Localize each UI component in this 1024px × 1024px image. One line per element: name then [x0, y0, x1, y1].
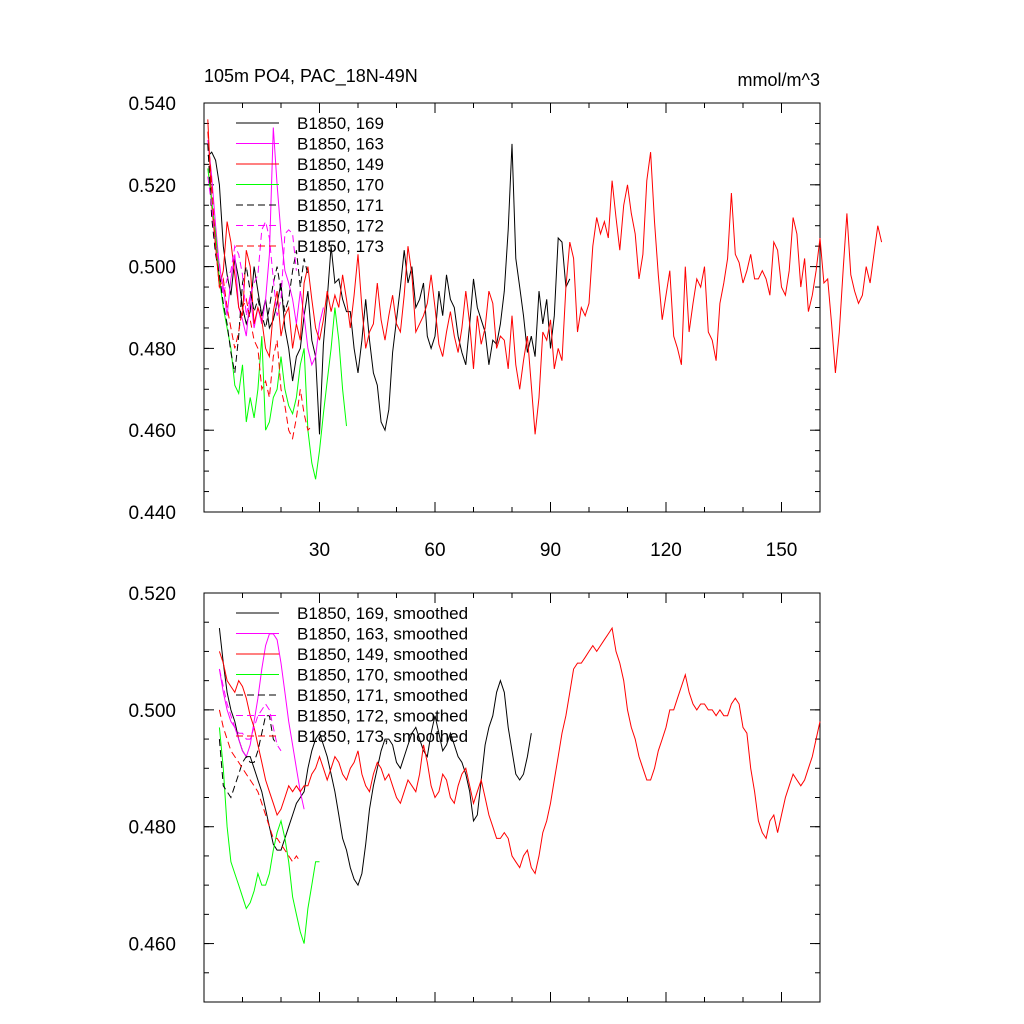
y-tick-label: 0.440: [128, 503, 176, 524]
legend-label: B1850, 169, smoothed: [297, 604, 468, 623]
top-panel-title: 105m PO4, PAC_18N-49N: [204, 66, 418, 87]
legend-label: B1850, 171: [297, 196, 384, 215]
series-line: [218, 633, 305, 810]
y-tick-label: 0.460: [128, 935, 176, 956]
legend-label: B1850, 172: [297, 217, 384, 236]
series-line: [207, 168, 347, 480]
legend-label: B1850, 163: [297, 135, 384, 154]
series-line: [218, 715, 278, 799]
series-line: [218, 668, 282, 752]
x-tick-label: 60: [424, 540, 445, 561]
legend-label: B1850, 170, smoothed: [297, 666, 468, 685]
x-tick-label: 90: [540, 540, 561, 561]
legend-label: B1850, 149, smoothed: [297, 645, 468, 664]
legend-label: B1850, 163, smoothed: [297, 625, 468, 644]
y-tick-label: 0.540: [128, 94, 176, 115]
series-line: [218, 709, 301, 863]
y-tick-label: 0.520: [128, 176, 176, 197]
series-line: [207, 131, 313, 441]
series-line: [218, 626, 821, 875]
legend-label: B1850, 169: [297, 114, 384, 133]
x-tick-label: 120: [650, 540, 682, 561]
legend-label: B1850, 172, smoothed: [297, 707, 468, 726]
legend-label: B1850, 149: [297, 155, 384, 174]
series-line: [218, 628, 532, 887]
y-tick-label: 0.520: [128, 584, 176, 605]
y-tick-label: 0.500: [128, 258, 176, 279]
series-line: [207, 119, 883, 435]
x-tick-label: 150: [766, 540, 798, 561]
y-tick-label: 0.480: [128, 818, 176, 839]
legend-label: B1850, 170: [297, 176, 384, 195]
series-line: [207, 143, 571, 435]
series-line: [207, 176, 297, 316]
legend-label: B1850, 171, smoothed: [297, 686, 468, 705]
series-line: [218, 727, 320, 944]
y-tick-label: 0.460: [128, 421, 176, 442]
bottom-panel: 0.460 0.480 0.500 0.520 B1850, 169, smoothed…: [128, 584, 821, 1003]
top-panel-units: mmol/m^3: [738, 70, 820, 90]
y-tick-label: 0.500: [128, 701, 176, 722]
series-line: [207, 143, 309, 373]
series-line: [207, 127, 324, 367]
y-tick-label: 0.480: [128, 339, 176, 360]
legend-label: B1850, 173: [297, 237, 384, 256]
legend-label: B1850, 173, smoothed: [297, 727, 468, 746]
top-panel: 105m PO4, PAC_18N-49N mmol/m^3 30 60 90 120…: [128, 66, 883, 561]
x-tick-label: 30: [309, 540, 330, 561]
